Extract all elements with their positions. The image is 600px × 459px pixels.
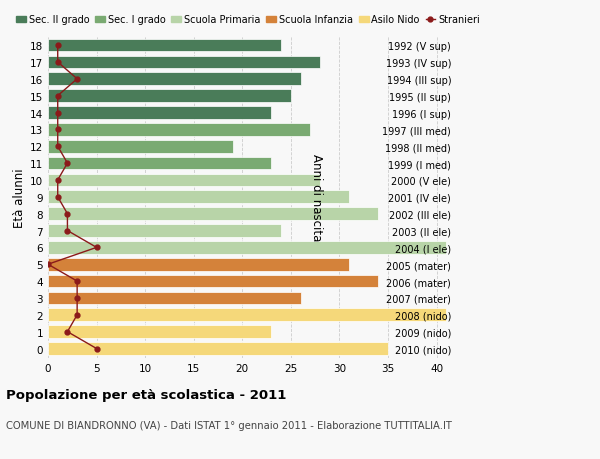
- Bar: [48, 39, 281, 52]
- Text: COMUNE DI BIANDRONNO (VA) - Dati ISTAT 1° gennaio 2011 - Elaborazione TUTTITALIA: COMUNE DI BIANDRONNO (VA) - Dati ISTAT 1…: [6, 420, 452, 430]
- Bar: [48, 107, 271, 119]
- Bar: [48, 174, 320, 187]
- Bar: [48, 309, 446, 321]
- Bar: [48, 90, 291, 103]
- Bar: [48, 157, 271, 170]
- Bar: [48, 191, 349, 204]
- Bar: [48, 342, 388, 355]
- Bar: [48, 73, 301, 86]
- Bar: [48, 124, 310, 136]
- Legend: Sec. II grado, Sec. I grado, Scuola Primaria, Scuola Infanzia, Asilo Nido, Stran: Sec. II grado, Sec. I grado, Scuola Prim…: [16, 16, 480, 25]
- Bar: [48, 275, 378, 288]
- Bar: [48, 208, 378, 220]
- Text: Popolazione per età scolastica - 2011: Popolazione per età scolastica - 2011: [6, 388, 286, 401]
- Bar: [48, 325, 271, 338]
- Bar: [48, 56, 320, 69]
- Y-axis label: Anni di nascita: Anni di nascita: [310, 154, 323, 241]
- Bar: [48, 140, 233, 153]
- Y-axis label: Età alunni: Età alunni: [13, 168, 26, 227]
- Bar: [48, 225, 281, 237]
- Bar: [48, 292, 301, 305]
- Bar: [48, 241, 446, 254]
- Bar: [48, 258, 349, 271]
